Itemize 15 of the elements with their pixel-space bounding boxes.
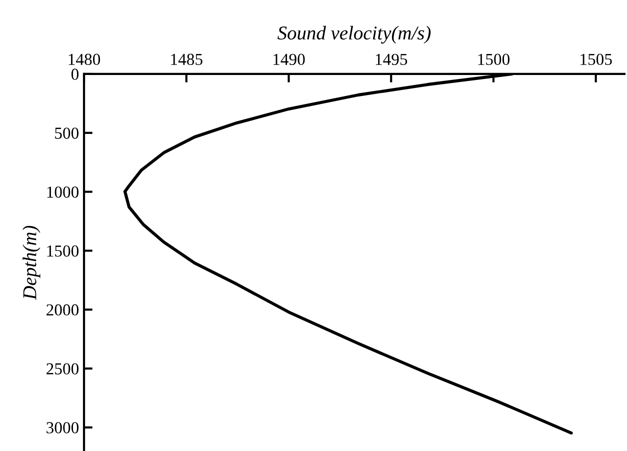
y-tick-label: 3000	[46, 422, 79, 434]
x-tick-label: 1490	[274, 54, 305, 66]
x-tick-label: 1480	[68, 54, 100, 66]
y-tick-label: 1500	[47, 245, 79, 257]
x-tick-label: 1485	[171, 54, 202, 66]
y-tick-label: 2500	[46, 363, 79, 374]
x-tick-label: 1495	[376, 54, 408, 66]
y-tick-label: 500	[55, 128, 79, 139]
x-tick-label: 1505	[580, 54, 612, 66]
y-tick-label: 0	[71, 68, 79, 80]
x-tick-label: 1500	[478, 54, 510, 66]
y-tick-label: 2000	[46, 304, 79, 316]
x-axis-title: Sound velocity(m/s)	[278, 26, 431, 44]
y-tick-label: 1000	[47, 186, 79, 198]
y-axis-title: Depth(m)	[22, 226, 40, 300]
